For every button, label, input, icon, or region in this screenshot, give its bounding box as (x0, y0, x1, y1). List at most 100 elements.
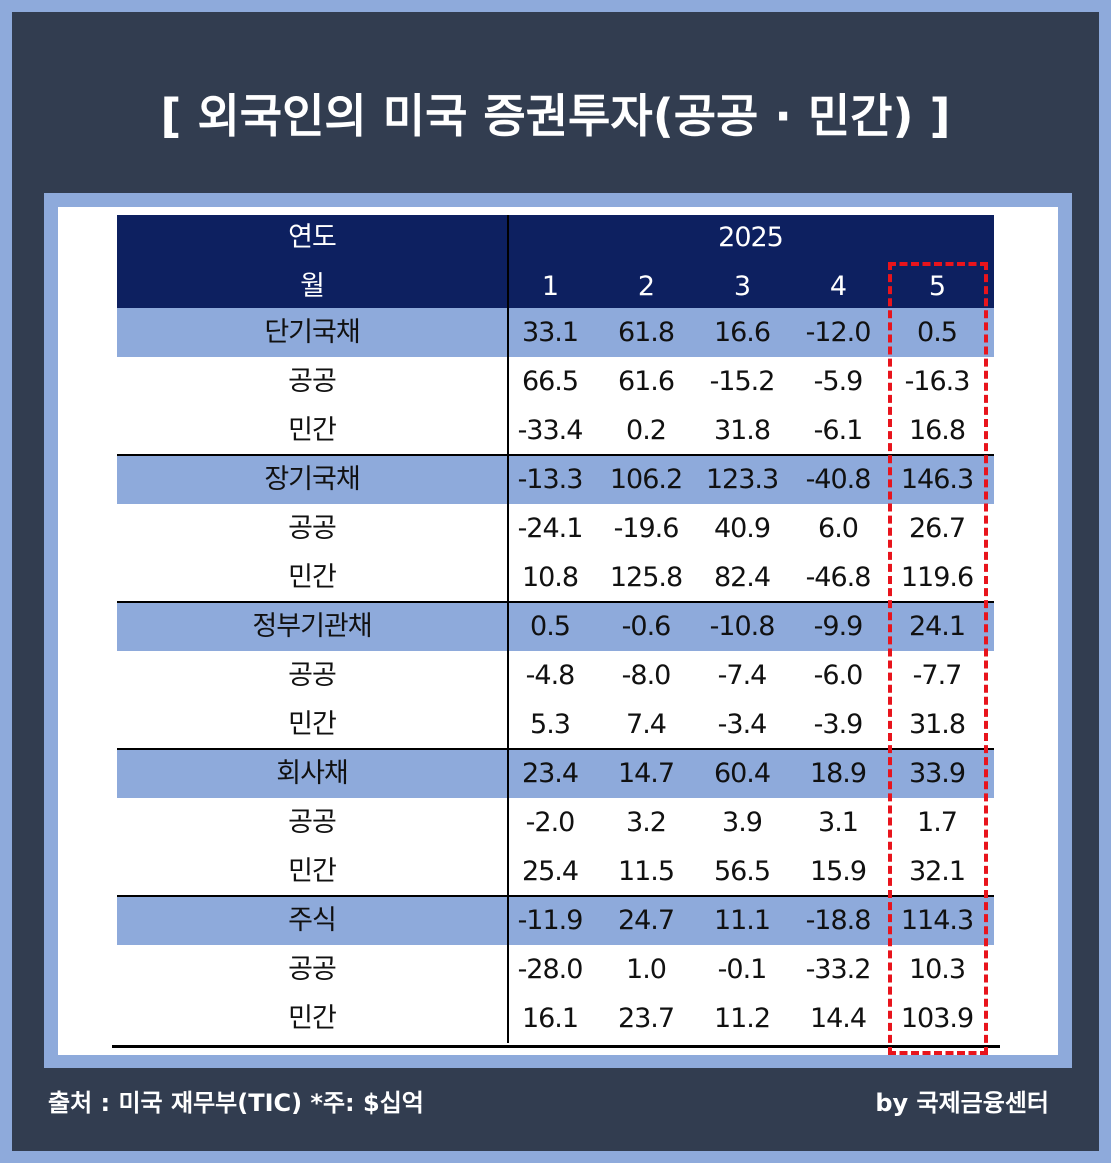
header-divider (507, 215, 509, 308)
value: 16.8 (908, 415, 966, 446)
value: -6.0 (813, 660, 864, 691)
value: 23.7 (617, 1003, 675, 1034)
bottom-rule (112, 1045, 1000, 1048)
month: 4 (829, 271, 847, 302)
value: 1.0 (626, 954, 667, 985)
row-label: 민간 (288, 415, 337, 446)
group-rule (117, 748, 994, 750)
value: 0.2 (626, 415, 667, 446)
year: 2025 (718, 222, 784, 253)
group-row-bg (117, 896, 994, 945)
group-rule (117, 454, 994, 456)
value: 1.7 (917, 807, 958, 838)
value: -18.8 (805, 905, 872, 936)
row-label: 민간 (288, 562, 337, 593)
value: 14.4 (809, 1003, 867, 1034)
brand: by 국제금융센터 (875, 1089, 1049, 1117)
value: -33.2 (805, 954, 872, 985)
value: 82.4 (713, 562, 771, 593)
value: 15.9 (809, 856, 867, 887)
value: -7.7 (912, 660, 963, 691)
row-label: 공공 (288, 807, 337, 838)
group-row-bg (117, 308, 994, 357)
group-rule (117, 601, 994, 603)
year-label: 연도 (288, 222, 337, 253)
body-divider (507, 308, 509, 1043)
value: 10.8 (521, 562, 579, 593)
value: -3.9 (813, 709, 864, 740)
group-label: 장기국채 (264, 464, 360, 495)
value: -8.0 (621, 660, 672, 691)
group-label: 회사채 (276, 758, 349, 789)
value: 10.3 (908, 954, 966, 985)
value: -0.6 (621, 611, 672, 642)
value: 33.1 (521, 317, 579, 348)
value: 16.1 (521, 1003, 579, 1034)
value: -2.0 (525, 807, 576, 838)
value: -24.1 (517, 513, 584, 544)
value: 61.8 (617, 317, 675, 348)
value: -28.0 (517, 954, 584, 985)
value: 18.9 (809, 758, 867, 789)
value: -4.8 (525, 660, 576, 691)
value: -7.4 (717, 660, 768, 691)
value: 106.2 (609, 464, 683, 495)
month: 2 (637, 271, 655, 302)
value: 60.4 (713, 758, 771, 789)
highlight (888, 262, 988, 1055)
value: -0.1 (717, 954, 768, 985)
group-rule (117, 895, 994, 897)
row-label: 공공 (288, 513, 337, 544)
value: -40.8 (805, 464, 872, 495)
value: 56.5 (713, 856, 771, 887)
value: -19.6 (613, 513, 680, 544)
value: -5.9 (813, 366, 864, 397)
row-label: 민간 (288, 1003, 337, 1034)
value: 146.3 (900, 464, 974, 495)
row-label: 민간 (288, 709, 337, 740)
value: 3.9 (722, 807, 763, 838)
value: 26.7 (908, 513, 966, 544)
row-label: 공공 (288, 660, 337, 691)
value: 14.7 (617, 758, 675, 789)
value: 25.4 (521, 856, 579, 887)
value: 31.8 (908, 709, 966, 740)
row-label: 공공 (288, 954, 337, 985)
month: 5 (928, 271, 946, 302)
month: 1 (541, 271, 559, 302)
group-row-bg (117, 749, 994, 798)
value: -3.4 (717, 709, 768, 740)
value: 31.8 (713, 415, 771, 446)
title: [ 외국인의 미국 증권투자(공공 · 민간) ] (160, 89, 951, 143)
value: -16.3 (904, 366, 971, 397)
value: -12.0 (805, 317, 872, 348)
header-bg (117, 215, 994, 308)
value: 0.5 (917, 317, 958, 348)
value: -11.9 (517, 905, 584, 936)
value: 61.6 (617, 366, 675, 397)
value: -46.8 (805, 562, 872, 593)
month: 3 (733, 271, 751, 302)
value: 16.6 (713, 317, 771, 348)
value: 11.2 (713, 1003, 771, 1034)
value: 123.3 (705, 464, 779, 495)
row-label: 민간 (288, 856, 337, 887)
value: 125.8 (609, 562, 683, 593)
value: 5.3 (530, 709, 571, 740)
value: 32.1 (908, 856, 966, 887)
source: 출처 : 미국 재무부(TIC) *주: $십억 (48, 1089, 424, 1117)
value: -33.4 (517, 415, 584, 446)
group-label: 단기국채 (264, 317, 360, 348)
value: 11.1 (713, 905, 771, 936)
value: -10.8 (709, 611, 776, 642)
value: 7.4 (626, 709, 667, 740)
value: 66.5 (521, 366, 579, 397)
value: 23.4 (521, 758, 579, 789)
value: 6.0 (818, 513, 859, 544)
value: -6.1 (813, 415, 864, 446)
group-row-bg (117, 455, 994, 504)
value: 3.2 (626, 807, 667, 838)
value: 40.9 (713, 513, 771, 544)
group-label: 정부기관채 (252, 611, 372, 642)
row-label: 공공 (288, 366, 337, 397)
